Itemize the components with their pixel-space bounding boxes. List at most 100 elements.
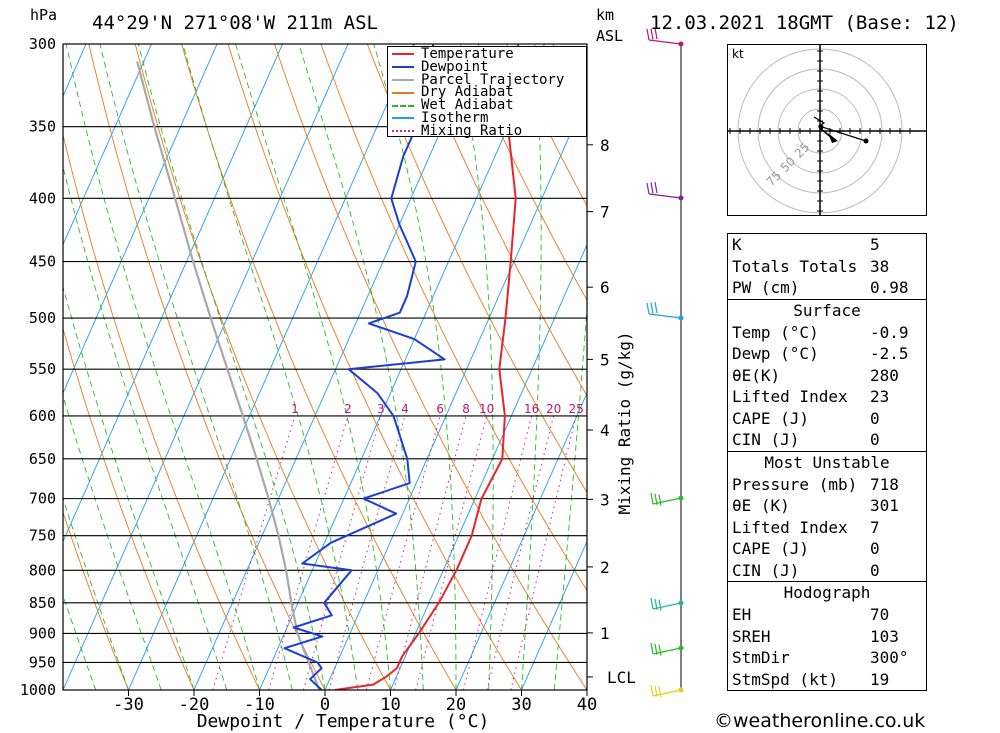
copyright-footer: ©weatheronline.co.uk: [714, 710, 926, 732]
mixing-ratio-line: [393, 415, 467, 690]
most-unstable-value: 718: [870, 474, 899, 494]
pressure-tick-label: 650: [29, 450, 56, 468]
hodograph-param-row: SREH 103: [728, 626, 926, 648]
pressure-unit-label: hPa: [30, 6, 58, 24]
isotherm-line: [324, 95, 587, 690]
dry-adiabat-line: [88, 44, 326, 690]
hodograph-param-value: 70: [870, 605, 890, 624]
mixing-ratio-label: 8: [462, 402, 470, 416]
mixing-ratio-label: 1: [291, 402, 299, 416]
surface-value: -0.9: [870, 322, 909, 342]
most-unstable-value: 7: [870, 517, 880, 537]
hodograph-param-row: StmDir 300°: [728, 647, 926, 669]
legend-entry: Wet Adiabat: [388, 98, 586, 112]
hodograph-param-value: 19: [870, 669, 890, 689]
most-unstable-value: 301: [870, 496, 899, 515]
most-unstable-label: CAPE (J): [732, 539, 810, 558]
hodograph-section-title: Hodograph: [783, 583, 871, 602]
pressure-tick-label: 700: [29, 490, 56, 508]
temperature-tick-label: -10: [244, 695, 275, 715]
wet-adiabat-line: [521, 44, 542, 690]
legend-swatch: [392, 130, 414, 133]
hodograph-param-row: EH 70: [728, 604, 926, 626]
wet-adiabat-line: [63, 165, 228, 690]
temperature-tick-label: -30: [113, 695, 144, 715]
hodograph-param-row: StmSpd (kt) 19: [728, 669, 926, 691]
mixing-ratio-label: 10: [479, 402, 494, 416]
location-title: 44°29'N 271°08'W 211m ASL: [92, 12, 378, 34]
most-unstable-label: Lifted Index: [732, 517, 848, 537]
wet-adiabat-line: [65, 44, 260, 690]
surface-label: Lifted Index: [732, 387, 848, 406]
height-tick-label: 4: [600, 421, 610, 440]
surface-value: -2.5: [870, 344, 909, 363]
surface-label: CIN (J): [732, 430, 800, 449]
mixing-ratio-label: 25: [568, 402, 583, 416]
legend-label: Dry Adiabat: [421, 84, 514, 101]
temperature-tick-label: 10: [380, 695, 400, 715]
wet-adiabat-line: [63, 285, 195, 690]
pressure-tick-label: 500: [29, 309, 56, 327]
most-unstable-label: CIN (J): [732, 560, 800, 580]
surface-label: CAPE (J): [732, 408, 810, 428]
dry-adiabat-line: [459, 44, 587, 302]
mixing-ratio-axis-label: Mixing Ratio (g/kg): [615, 331, 634, 514]
mixing-ratio-label: 3: [377, 402, 385, 416]
legend-entry: Temperature: [388, 47, 586, 61]
temperature-tick-label: 0: [320, 695, 330, 715]
surface-row: θE(K) 280: [728, 365, 926, 387]
temperature-tick-label: 30: [511, 695, 531, 715]
legend-entry: Dewpoint: [388, 60, 586, 74]
pressure-tick-label: 550: [29, 360, 56, 378]
temperature-tick-label: 40: [577, 695, 597, 715]
parcel-trajectory-line: [136, 61, 321, 690]
temperature-tick-label: 20: [446, 695, 466, 715]
wet-adiabat-line: [235, 44, 391, 690]
wet-adiabat-line: [455, 44, 494, 690]
legend-swatch: [392, 117, 414, 120]
isotherm-line: [390, 243, 587, 690]
legend-swatch: [392, 104, 414, 107]
datetime-title: 12.03.2021 18GMT (Base: 12): [650, 12, 959, 34]
wind-barb-icon: [650, 492, 682, 506]
hodograph-point: [863, 138, 869, 144]
legend-entry: Isotherm: [388, 111, 586, 125]
wet-adiabat-line: [373, 44, 457, 690]
dry-adiabat-line: [63, 510, 129, 690]
pressure-tick-label: 900: [29, 624, 56, 642]
wet-adiabat-line: [137, 44, 326, 690]
height-tick-label: 6: [600, 278, 610, 297]
height-tick-label: 3: [600, 490, 610, 509]
hodograph-param-label: StmDir: [732, 648, 790, 667]
isotherm-line: [63, 44, 349, 690]
isotherm-line: [521, 540, 587, 690]
most-unstable-row: θE (K) 301: [728, 495, 926, 517]
index-label: PW (cm): [732, 278, 800, 297]
height-tick-label: 7: [600, 203, 610, 222]
wet-adiabat-line: [63, 594, 97, 690]
hodograph-ring-label: 25: [792, 140, 813, 161]
pressure-tick-label: 750: [29, 527, 56, 545]
pressure-tick-label: 800: [29, 561, 56, 579]
legend-entry: Dry Adiabat: [388, 86, 586, 99]
wet-adiabat-line: [63, 496, 129, 690]
isotherm-line: [63, 44, 283, 543]
hodograph-ring-label: 75: [763, 168, 784, 189]
surface-row: Dewp (°C) -2.5: [728, 343, 926, 365]
index-row: Totals Totals 38: [728, 256, 926, 278]
surface-label: Temp (°C): [732, 322, 819, 342]
most-unstable-row: Pressure (mb) 718: [728, 474, 926, 496]
surface-value: 23: [870, 387, 890, 406]
wet-adiabat-line: [63, 688, 64, 690]
isotherm-line: [63, 44, 218, 395]
surface-label: Dewp (°C): [732, 344, 819, 363]
height-tick-label: 2: [600, 558, 610, 577]
legend-swatch: [392, 53, 414, 56]
height-tick-label: LCL: [607, 668, 636, 687]
pressure-tick-label: 600: [29, 407, 56, 425]
index-label: Totals Totals: [732, 256, 858, 276]
index-row: PW (cm) 0.98: [728, 277, 926, 299]
surface-value: 280: [870, 365, 899, 385]
